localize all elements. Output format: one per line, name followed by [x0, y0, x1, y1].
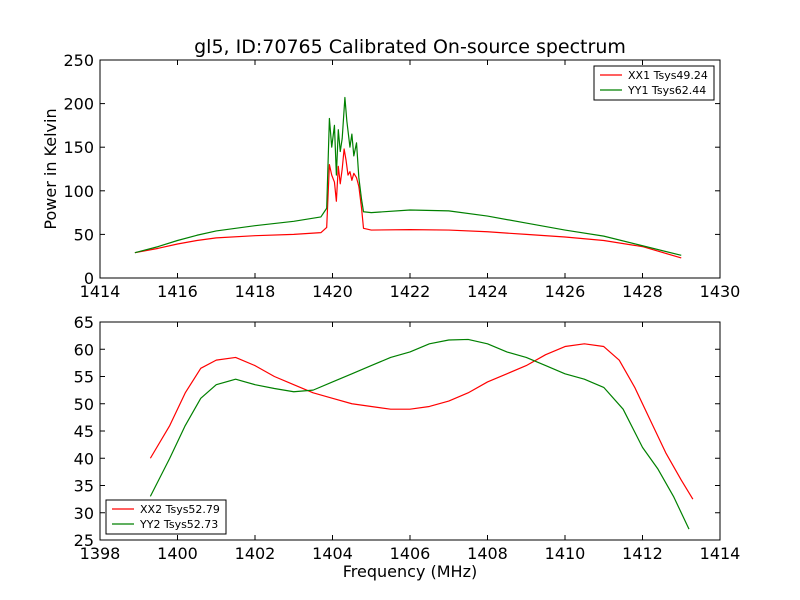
- y-tick-label: 35: [74, 477, 94, 496]
- legend-label: YY2 Tsys52.73: [139, 518, 218, 531]
- legend-box: [593, 65, 715, 101]
- y-axis-label: Power in Kelvin: [41, 108, 60, 229]
- y-tick-label: 0: [84, 269, 94, 288]
- x-tick-label: 1398: [80, 544, 121, 563]
- series-line-2-2: [149, 338, 690, 530]
- x-tick-label: 1430: [700, 282, 741, 301]
- legend-label: XX2 Tsys52.79: [140, 503, 220, 516]
- x-tick-label: 1414: [80, 282, 121, 301]
- subplot-1: 1414 1416 1418 1420 1422 1424 1426 1428 1430 0 50 1…: [63, 51, 740, 301]
- y-tick-label: 50: [74, 225, 94, 244]
- series-line-1-2: [134, 96, 682, 256]
- y-tick-label: 250: [63, 51, 94, 70]
- legend-2: XX2 Tsys52.79 YY2 Tsys52.73: [105, 499, 227, 535]
- x-tick-label: 1424: [467, 282, 508, 301]
- y-tick-label: 50: [74, 395, 94, 414]
- legend-1: XX1 Tsys49.24 YY1 Tsys62.44: [593, 65, 715, 101]
- y-tick-label: 150: [63, 138, 94, 157]
- x-tick-label: 1412: [622, 544, 663, 563]
- y-tick-label: 200: [63, 95, 94, 114]
- y-tick-label: 25: [74, 531, 94, 550]
- x-tick-label: 1406: [390, 544, 431, 563]
- legend-label: YY1 Tsys62.44: [627, 84, 706, 97]
- x-tick-label: 1410: [545, 544, 586, 563]
- x-tick-label: 1420: [312, 282, 353, 301]
- x-tick-label: 1414: [700, 544, 741, 563]
- subplot-2: 1398 1400 1402 1404 1406 1408 1410 1412 1414 25 30…: [74, 313, 741, 563]
- x-tick-label: 1400: [157, 544, 198, 563]
- plots-layer: 1414 1416 1418 1420 1422 1424 1426 1428 14300501…: [63, 51, 740, 563]
- legend-box: [105, 499, 227, 535]
- x-tick-label: 1404: [312, 544, 353, 563]
- y-tick-label: 60: [74, 340, 94, 359]
- x-tick-label: 1422: [390, 282, 431, 301]
- y-tick-label: 55: [74, 368, 94, 387]
- x-tick-label: 1416: [157, 282, 198, 301]
- x-tick-label: 1402: [235, 544, 276, 563]
- y-tick-label: 65: [74, 313, 94, 332]
- series-line-1-1: [134, 148, 682, 259]
- x-tick-label: 1428: [622, 282, 663, 301]
- y-tick-label: 45: [74, 422, 94, 441]
- x-tick-label: 1408: [467, 544, 508, 563]
- x-tick-label: 1426: [545, 282, 586, 301]
- chart-title: gl5, ID:70765 Calibrated On-source spect…: [194, 36, 626, 58]
- y-tick-label: 30: [74, 504, 94, 523]
- x-tick-label: 1418: [235, 282, 276, 301]
- y-tick-label: 40: [74, 449, 94, 468]
- x-axis-label: Frequency (MHz): [343, 562, 477, 581]
- series-line-2-1: [149, 343, 694, 500]
- y-tick-label: 100: [63, 182, 94, 201]
- legend-label: XX1 Tsys49.24: [628, 69, 708, 82]
